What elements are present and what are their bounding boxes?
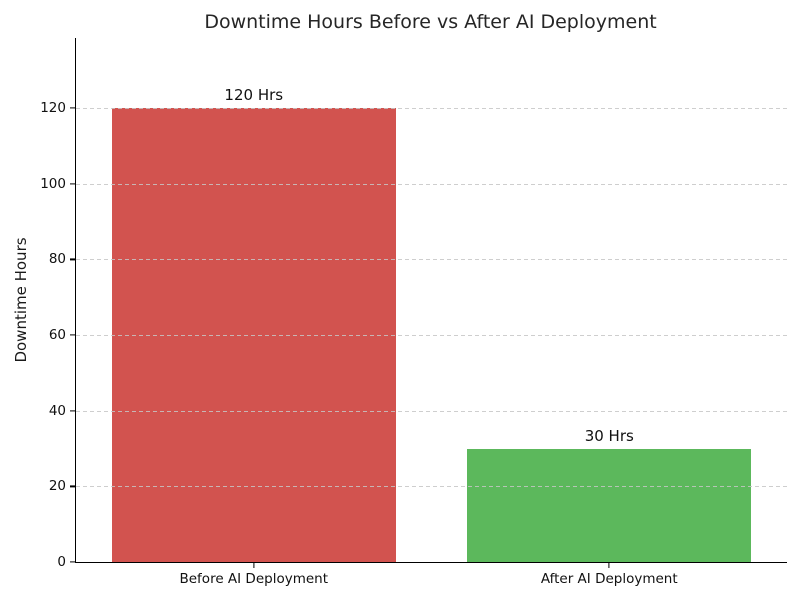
y-tick-mark xyxy=(70,410,76,412)
y-tick-mark xyxy=(70,258,76,260)
y-axis-label: Downtime Hours xyxy=(12,237,30,363)
y-tick-label: 0 xyxy=(57,554,66,570)
gridline xyxy=(76,410,787,412)
y-tick-label: 40 xyxy=(48,402,66,419)
y-tick-label: 120 xyxy=(40,99,66,116)
gridline xyxy=(76,334,787,336)
gridline xyxy=(76,107,787,109)
y-tick-label: 100 xyxy=(40,175,66,192)
y-tick-mark xyxy=(70,334,76,336)
y-tick-label: 20 xyxy=(48,478,66,495)
x-tick-label: Before AI Deployment xyxy=(179,571,329,587)
y-tick-mark xyxy=(70,107,76,109)
bar-after-ai-deployment xyxy=(467,448,752,562)
bar-value-label: 30 Hrs xyxy=(584,426,634,445)
y-tick-mark xyxy=(70,485,76,487)
bar-value-label: 120 Hrs xyxy=(224,86,284,104)
chart-title: Downtime Hours Before vs After AI Deploy… xyxy=(204,11,657,33)
x-tick-mark xyxy=(608,562,610,568)
gridline xyxy=(76,183,787,185)
x-tick-mark xyxy=(253,562,255,568)
gridline xyxy=(76,259,787,261)
y-tick-mark xyxy=(70,561,76,563)
x-tick-label: After AI Deployment xyxy=(540,571,678,587)
gridline xyxy=(76,486,787,488)
y-tick-label: 80 xyxy=(48,251,66,268)
y-tick-label: 60 xyxy=(48,326,66,343)
y-tick-mark xyxy=(70,183,76,185)
plot-area: 0 20 40 60 80 100 120 120 Hrs Before AI Deployme… xyxy=(40,38,787,587)
